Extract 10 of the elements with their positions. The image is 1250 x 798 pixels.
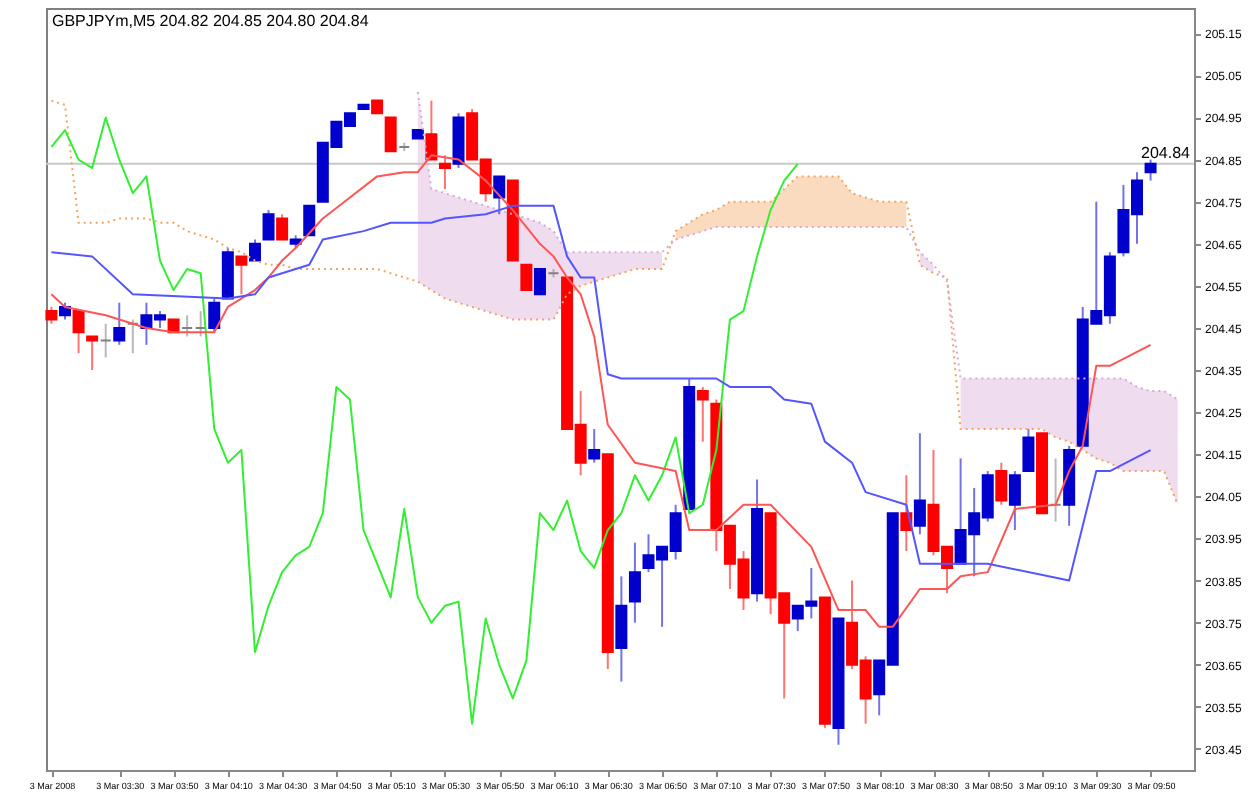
chart-title: GBPJPYm,M5 204.82 204.85 204.80 204.84 bbox=[52, 12, 370, 30]
candlestick bbox=[276, 213, 289, 241]
candlestick bbox=[303, 204, 316, 237]
candlestick bbox=[384, 116, 397, 153]
ref-line-label: 204.84 bbox=[1141, 143, 1192, 162]
line-series bbox=[50, 116, 799, 725]
candlestick bbox=[533, 268, 546, 296]
candlestick bbox=[520, 263, 533, 292]
candlestick bbox=[262, 209, 275, 241]
line-series bbox=[50, 204, 1152, 582]
